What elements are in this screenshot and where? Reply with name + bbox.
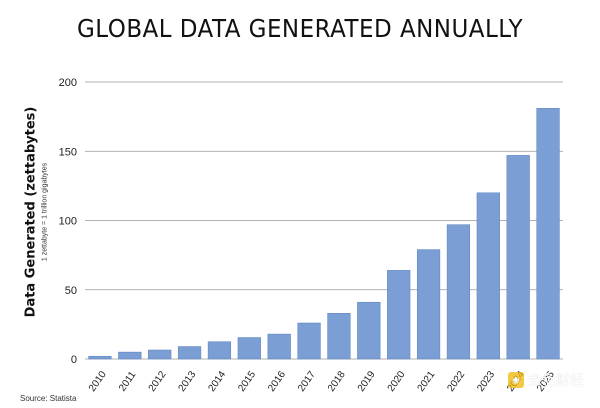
x-tick-label: 2010 bbox=[87, 369, 109, 394]
bar bbox=[476, 192, 500, 360]
bar bbox=[327, 313, 351, 360]
y-tick-label: 150 bbox=[59, 146, 77, 158]
watermark-text: 金色财经 bbox=[528, 373, 584, 389]
x-tick-label: 2022 bbox=[446, 369, 468, 394]
y-tick-label: 0 bbox=[71, 354, 77, 366]
source-note: Source: Statista bbox=[20, 394, 77, 403]
watermark: ◆ 金色财经 bbox=[508, 370, 584, 390]
bar bbox=[207, 341, 232, 360]
bar bbox=[177, 346, 202, 360]
bar bbox=[387, 270, 411, 360]
watermark-logo-icon: ◆ bbox=[508, 372, 524, 388]
x-tick-label: 2019 bbox=[356, 369, 378, 394]
x-tick-label: 2020 bbox=[386, 369, 408, 394]
x-tick-label: 2021 bbox=[416, 369, 438, 394]
chart-title: GLOBAL DATA GENERATED ANNUALLY bbox=[77, 14, 523, 43]
bar bbox=[446, 224, 471, 360]
x-tick-label: 2012 bbox=[147, 369, 169, 394]
x-tick-label: 2016 bbox=[266, 369, 288, 394]
bar bbox=[506, 155, 530, 360]
bar bbox=[237, 337, 261, 360]
bar bbox=[297, 322, 321, 360]
x-tick-label: 2014 bbox=[207, 369, 229, 394]
bar bbox=[416, 249, 441, 360]
y-tick-label: 200 bbox=[59, 77, 77, 89]
x-tick-label: 2018 bbox=[326, 369, 348, 394]
bar bbox=[118, 351, 142, 360]
x-tick-label: 2013 bbox=[177, 369, 199, 394]
bar bbox=[536, 108, 560, 360]
x-tick-label: 2017 bbox=[296, 369, 318, 394]
y-tick-label: 100 bbox=[59, 216, 77, 228]
x-tick-label: 2023 bbox=[475, 369, 497, 394]
x-tick-label: 2015 bbox=[236, 369, 258, 394]
x-tick-label: 2011 bbox=[117, 369, 139, 393]
bar bbox=[267, 333, 291, 360]
bar bbox=[148, 349, 172, 360]
bar bbox=[88, 355, 112, 360]
y-tick-label: 50 bbox=[65, 285, 77, 297]
bar bbox=[357, 301, 381, 360]
